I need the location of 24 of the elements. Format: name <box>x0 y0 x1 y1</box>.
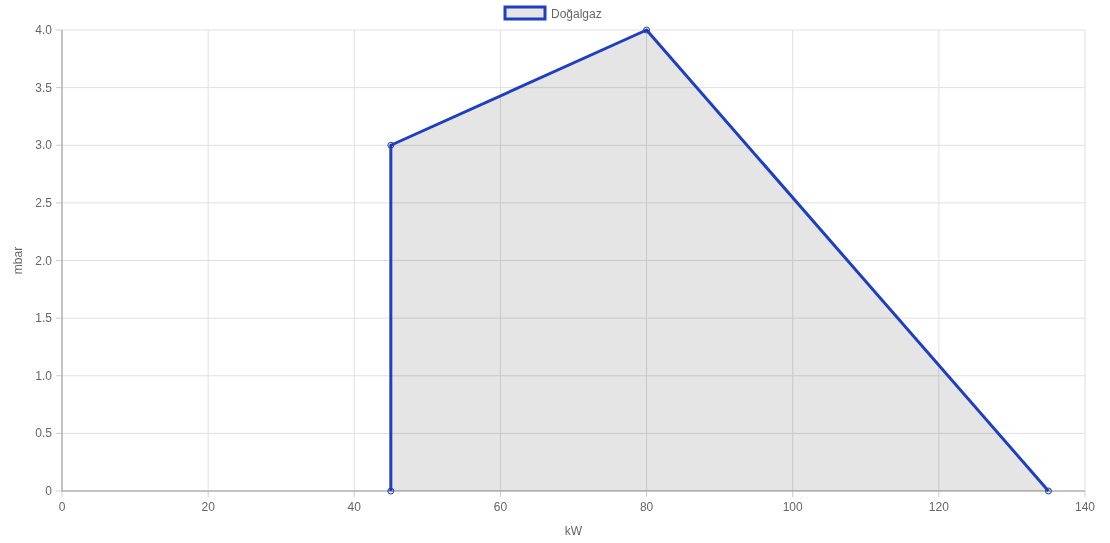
point <box>387 141 395 149</box>
y-tick-label: 0.5 <box>35 426 53 441</box>
y-tick-label: 1.0 <box>35 368 53 383</box>
x-tick-label: 100 <box>782 500 804 514</box>
y-tick-label: 3.0 <box>35 138 53 153</box>
x-axis-title: kW <box>564 524 583 538</box>
y-tick-label: 4.0 <box>35 23 53 37</box>
point <box>1044 487 1052 495</box>
x-tick-label: 0 <box>58 500 66 514</box>
y-tick-label: 3.5 <box>35 80 53 95</box>
x-tick-label: 120 <box>928 500 950 514</box>
x-tick-label: 40 <box>347 500 362 514</box>
y-axis-title: mbar <box>11 246 25 275</box>
y-tick-label: 0 <box>45 484 53 498</box>
y-tick-label: 1.5 <box>35 311 53 326</box>
point <box>387 487 395 495</box>
legend-label: Doğalgaz <box>551 7 602 21</box>
y-tick-label: 2.0 <box>35 253 53 268</box>
y-tick-label: 2.5 <box>35 195 53 210</box>
x-tick-label: 20 <box>201 500 216 514</box>
x-tick-label: 140 <box>1074 500 1096 514</box>
x-tick-label: 80 <box>639 500 654 514</box>
x-tick-label: 60 <box>493 500 508 514</box>
point <box>643 26 651 34</box>
